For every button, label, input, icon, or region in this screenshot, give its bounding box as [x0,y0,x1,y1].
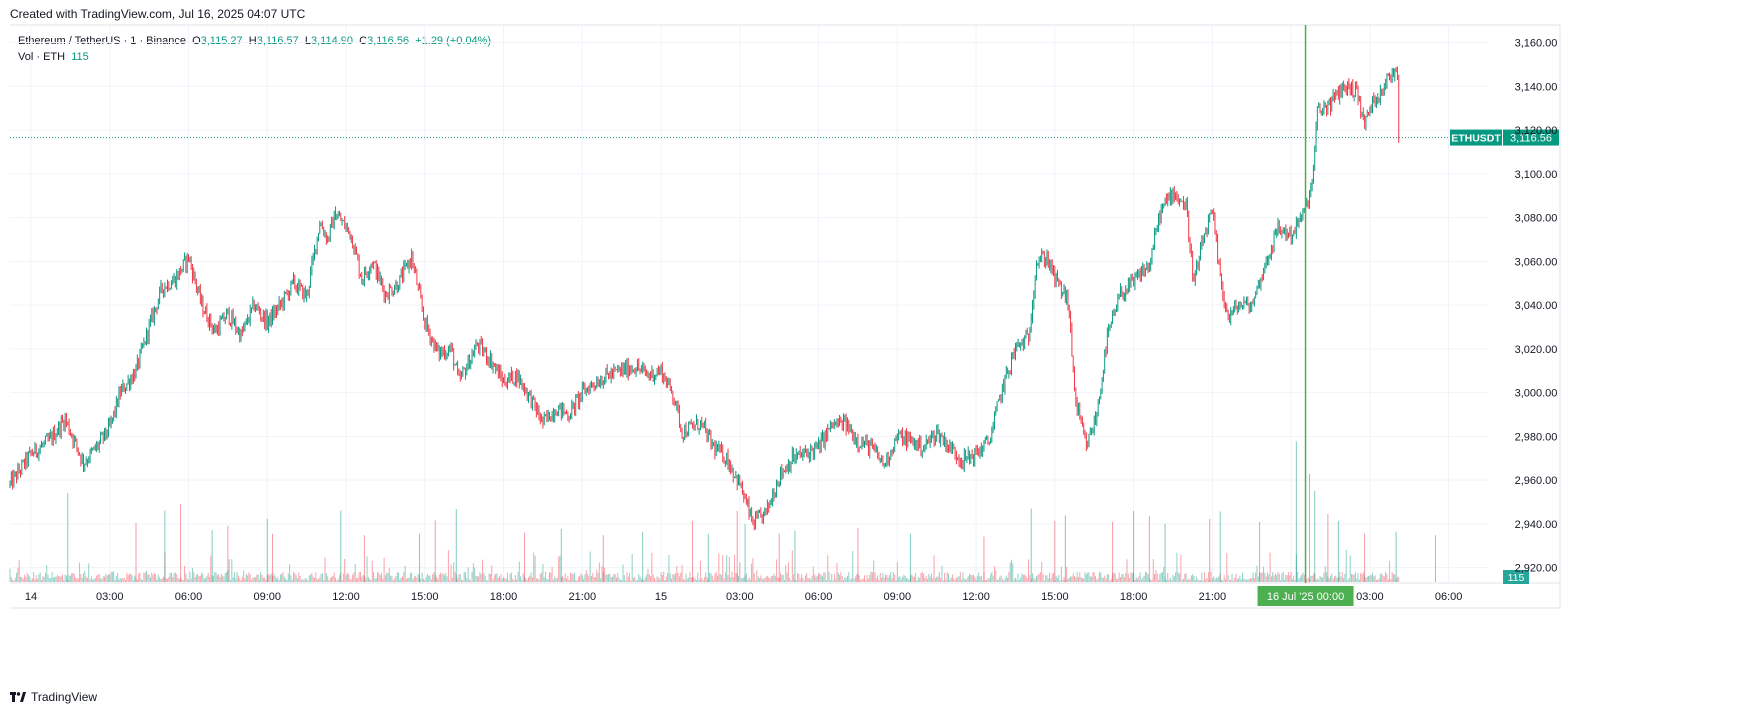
x-tick-label: 15:00 [411,591,439,603]
y-tick-label: 3,140.00 [1515,81,1558,93]
volume-tag: 115 [1508,572,1525,584]
x-tick-label: 21:00 [1199,591,1227,603]
high-label: H [248,35,257,47]
price-axis[interactable]: 3,160.00 3,140.00 3,120.00 3,100.00 3,080.00… [1515,38,1558,575]
tradingview-footer[interactable]: TradingView [10,690,97,704]
y-tick-label: 3,040.00 [1515,300,1558,312]
y-tick-label: 2,960.00 [1515,475,1558,487]
x-tick-label: 06:00 [805,591,833,603]
y-tick-label: 2,940.00 [1515,519,1558,531]
overlays: ETHUSDT 3,116.56 115 [10,25,1559,584]
x-tick-label: 18:00 [1120,591,1148,603]
price-tag-symbol-bg [1450,129,1502,146]
x-tick-label: 09:00 [254,591,282,603]
x-tick-label: 06:00 [175,591,203,603]
y-tick-label: 2,920.00 [1515,563,1558,575]
price-tag-value: 3,116.56 [1510,133,1552,145]
change-value: +1.29 (+0.04%) [415,35,492,47]
volume-bars [9,441,1436,582]
x-tick-label: 21:00 [569,591,597,603]
x-tick-label: 12:00 [962,591,990,603]
y-tick-label: 2,980.00 [1515,431,1558,443]
symbol-title[interactable]: Ethereum / TetherUS · 1 · Binance [18,35,186,47]
volume-label[interactable]: Vol · ETH [18,51,66,63]
cursor-time-label-bg [1257,586,1354,606]
x-tick-label: 15:00 [1041,591,1069,603]
open-label: O [192,35,201,47]
grid [10,24,1561,609]
close-value: 3,116.56 [367,35,410,47]
open-value: 3,115.27 [200,35,243,47]
x-tick-label: 18:00 [490,591,518,603]
tradingview-logo-icon [10,692,26,702]
x-tick-label: 03:00 [1356,591,1384,603]
x-tick-label: 12:00 [332,591,360,603]
candles [9,66,1400,531]
x-tick-label: 06:00 [1435,591,1463,603]
y-tick-label: 3,060.00 [1515,256,1558,268]
price-tag-value-bg [1503,129,1559,146]
symbol-legend: Ethereum / TetherUS · 1 · Binance O3,115… [18,35,491,47]
y-tick-label: 3,000.00 [1515,388,1558,400]
x-tick-label: 03:00 [726,591,754,603]
y-tick-label: 3,120.00 [1515,125,1558,137]
volume-value: 115 [71,51,89,63]
time-axis[interactable]: 14 03:00 06:00 09:00 12:00 15:00 18:00 21:00 15 0… [25,586,1463,606]
chart-created-header: Created with TradingView.com, Jul 16, 20… [10,7,306,21]
price-chart[interactable]: ETHUSDT 3,116.56 115 3,160.00 3,140.00 3,120… [0,0,1755,690]
tradingview-brand: TradingView [31,690,98,704]
close-label: C [359,35,368,47]
x-tick-label: 09:00 [884,591,912,603]
low-label: L [304,35,311,47]
cursor-time-label: 16 Jul '25 00:00 [1267,591,1344,603]
y-tick-label: 3,080.00 [1515,213,1558,225]
y-tick-label: 3,020.00 [1515,344,1558,356]
y-tick-label: 3,160.00 [1515,38,1558,50]
volume-legend: Vol · ETH 115 [18,51,89,63]
volume-tag-bg [1503,570,1529,584]
y-tick-label: 3,100.00 [1515,169,1558,181]
low-value: 3,114.90 [310,35,353,47]
x-tick-label: 03:00 [96,591,124,603]
x-tick-label: 15 [655,591,667,603]
x-tick-label: 14 [25,591,37,603]
price-tag-symbol: ETHUSDT [1451,133,1501,145]
